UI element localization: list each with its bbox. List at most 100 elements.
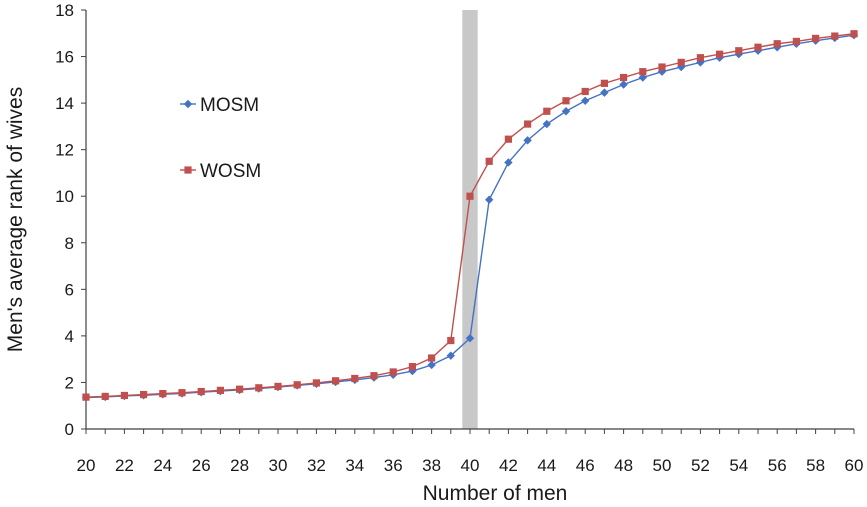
- data-point-wosm: [677, 58, 685, 66]
- data-point-wosm: [293, 381, 301, 389]
- data-point-wosm: [408, 363, 416, 371]
- x-axis-title: Number of men: [423, 482, 568, 505]
- data-point-wosm: [447, 336, 455, 345]
- data-point-wosm: [562, 97, 570, 105]
- data-point-mosm: [542, 119, 551, 129]
- data-point-wosm: [716, 50, 724, 58]
- data-point-wosm: [524, 120, 532, 128]
- x-tick-label: 24: [153, 456, 172, 475]
- x-tick-label: 26: [192, 456, 211, 475]
- data-point-wosm: [428, 354, 436, 362]
- x-tick-label: 42: [499, 456, 518, 475]
- x-tick-label: 48: [614, 456, 633, 475]
- data-point-mosm: [677, 62, 686, 72]
- x-tick-label: 50: [653, 456, 672, 475]
- data-point-wosm: [332, 377, 340, 385]
- highlight-band: [462, 10, 478, 429]
- data-point-wosm: [312, 379, 320, 387]
- data-point-wosm: [159, 390, 167, 398]
- y-axis-ticks: 0 2 4 6 8 10 12 14 16 18: [55, 1, 86, 439]
- series-group: [81, 30, 859, 402]
- x-tick-label: 44: [537, 456, 556, 475]
- y-tick-label: 10: [55, 187, 74, 206]
- data-point-wosm: [600, 79, 608, 87]
- x-tick-label: 60: [845, 456, 864, 475]
- y-tick-label: 14: [55, 94, 74, 113]
- legend: MOSM WOSM: [180, 95, 261, 182]
- data-point-wosm: [120, 391, 128, 400]
- data-point-wosm: [504, 135, 512, 143]
- x-tick-label: 20: [77, 456, 96, 475]
- legend-label: MOSM: [200, 95, 259, 116]
- x-tick-label: 54: [729, 456, 748, 475]
- y-tick-label: 18: [55, 1, 74, 20]
- x-tick-label: 36: [384, 456, 403, 475]
- x-tick-label: 56: [768, 456, 787, 475]
- x-axis-ticks: 20 22 24 26 28 30 32 34 36 38 40 42 44 46 48 50 52 54 56 58…: [77, 429, 864, 475]
- data-point-wosm: [850, 30, 858, 38]
- data-point-wosm: [389, 368, 397, 376]
- data-point-mosm: [446, 351, 455, 360]
- y-tick-label: 12: [55, 141, 74, 160]
- data-point-mosm: [600, 88, 609, 97]
- data-point-mosm: [504, 158, 513, 167]
- data-point-mosm: [561, 107, 571, 116]
- data-point-wosm: [620, 73, 628, 82]
- data-point-wosm: [274, 382, 282, 391]
- data-point-wosm: [754, 43, 762, 51]
- x-tick-label: 22: [115, 456, 134, 475]
- data-point-wosm: [82, 393, 90, 401]
- y-tick-label: 4: [65, 327, 74, 346]
- data-point-wosm: [178, 389, 186, 397]
- y-tick-label: 16: [55, 48, 74, 67]
- data-point-wosm: [255, 384, 263, 392]
- data-point-mosm: [696, 58, 705, 67]
- data-point-wosm: [696, 54, 704, 62]
- data-point-mosm: [427, 360, 436, 370]
- data-point-mosm: [485, 195, 494, 204]
- x-tick-label: 46: [576, 456, 595, 475]
- legend-marker: [183, 99, 193, 109]
- data-point-wosm: [197, 387, 205, 396]
- x-tick-label: 28: [230, 456, 249, 475]
- y-tick-label: 2: [65, 373, 74, 392]
- y-tick-label: 8: [65, 234, 74, 253]
- x-tick-label: 32: [307, 456, 326, 475]
- data-point-wosm: [658, 63, 666, 71]
- data-point-mosm: [638, 73, 647, 82]
- x-tick-label: 38: [422, 456, 441, 475]
- data-point-mosm: [581, 96, 590, 105]
- y-tick-label: 6: [65, 280, 74, 299]
- data-point-wosm: [543, 107, 551, 115]
- series-wosm: [82, 30, 858, 401]
- legend-label: WOSM: [200, 161, 261, 182]
- legend-item-wosm: WOSM: [180, 161, 261, 182]
- data-point-wosm: [773, 40, 781, 48]
- data-point-wosm: [236, 385, 244, 393]
- data-point-wosm: [735, 47, 743, 55]
- legend-marker: [184, 166, 192, 174]
- data-point-wosm: [581, 87, 589, 96]
- x-tick-label: 30: [269, 456, 288, 475]
- data-point-wosm: [101, 392, 109, 401]
- y-axis-title: Men's average rank of wives: [4, 87, 27, 352]
- x-tick-label: 34: [345, 456, 364, 475]
- data-point-wosm: [812, 34, 820, 42]
- data-point-wosm: [370, 372, 378, 380]
- data-point-wosm: [831, 32, 839, 40]
- data-point-wosm: [466, 192, 474, 200]
- x-tick-label: 52: [691, 456, 710, 475]
- data-point-wosm: [485, 157, 493, 165]
- data-point-wosm: [792, 37, 800, 46]
- data-point-wosm: [639, 68, 647, 76]
- data-point-mosm: [523, 136, 532, 145]
- y-tick-label: 0: [65, 420, 74, 439]
- data-point-wosm: [351, 374, 359, 383]
- data-point-mosm: [465, 334, 475, 343]
- data-point-wosm: [140, 390, 148, 399]
- data-point-wosm: [216, 386, 224, 394]
- x-tick-label: 40: [461, 456, 480, 475]
- data-point-mosm: [619, 80, 628, 89]
- x-tick-label: 58: [806, 456, 825, 475]
